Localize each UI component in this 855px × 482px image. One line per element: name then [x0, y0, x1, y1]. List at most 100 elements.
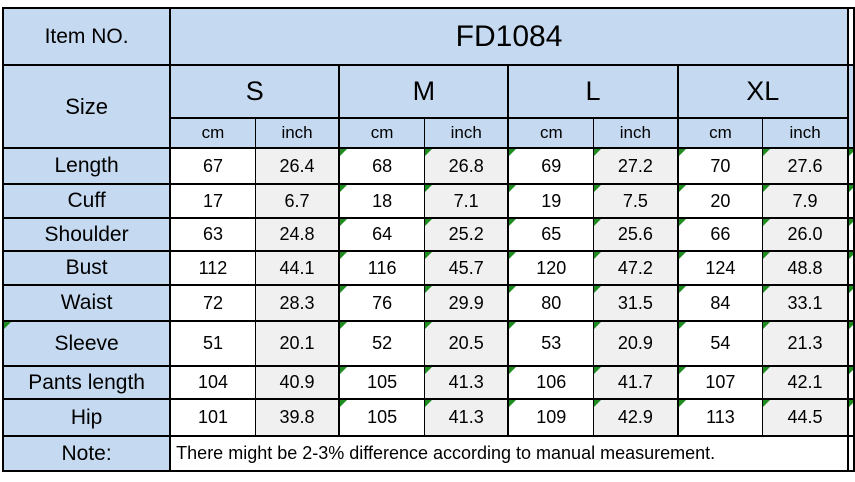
- green-corner-triangle-icon: [510, 286, 517, 293]
- measurement-row-length: Length 67 26.4 68 26.8 69 27.2 70 27.6: [2, 147, 855, 185]
- green-corner-triangle-icon: [510, 185, 517, 192]
- cell-hip-xl-inch: 44.5: [762, 398, 849, 437]
- cell-hip-xl-cm: 113: [676, 398, 764, 437]
- green-corner-triangle-icon: [4, 322, 11, 329]
- unit-header-l-cm: cm: [507, 117, 595, 149]
- cell-cuff-l-cm: 19: [507, 183, 595, 219]
- cell-bust-m-inch: 45.7: [423, 250, 509, 286]
- cell-length-xl-inch: 27.6: [762, 147, 849, 185]
- measurement-row-bust: Bust 112 44.1 116 45.7 120 47.2 124 48.8: [2, 250, 855, 286]
- green-corner-triangle-icon: [341, 185, 348, 192]
- cell-pants-length-xl-cm: 107: [676, 365, 764, 400]
- size-header-l: L: [507, 64, 679, 119]
- cell-waist-s-cm: 72: [169, 284, 256, 322]
- size-chart-table: Item NO. FD1084 Size S M L XL cm inch cm…: [2, 7, 855, 472]
- cell-shoulder-xl-inch: 26.0: [762, 217, 849, 252]
- unit-header-m-inch: inch: [423, 117, 509, 149]
- green-corner-triangle-icon: [341, 219, 348, 226]
- green-corner-triangle-icon: [425, 286, 432, 293]
- cell-shoulder-m-cm: 64: [338, 217, 425, 252]
- row-label-shoulder: Shoulder: [2, 217, 172, 252]
- item-row: Item NO. FD1084: [2, 7, 855, 66]
- cell-pants-length-l-inch: 41.7: [593, 365, 679, 400]
- cell-length-l-cm: 69: [507, 147, 595, 185]
- unit-header-s-inch: inch: [254, 117, 340, 149]
- cell-sleeve-l-cm: 53: [507, 320, 595, 367]
- cell-sleeve-s-inch: 20.1: [254, 320, 340, 367]
- edge-sliver-cell: [846, 365, 855, 400]
- edge-sliver-cell: [846, 398, 855, 437]
- cell-shoulder-l-inch: 25.6: [593, 217, 679, 252]
- cell-waist-m-cm: 76: [338, 284, 425, 322]
- cell-waist-l-cm: 80: [507, 284, 595, 322]
- cell-pants-length-s-inch: 40.9: [254, 365, 340, 400]
- green-corner-triangle-icon: [510, 400, 517, 407]
- edge-sliver-cell: [846, 217, 855, 252]
- green-corner-triangle-icon: [425, 322, 432, 329]
- size-header-xl: XL: [676, 64, 849, 119]
- green-corner-triangle-icon: [763, 185, 771, 192]
- green-corner-triangle-icon: [341, 149, 348, 156]
- cell-bust-s-inch: 44.1: [254, 250, 340, 286]
- row-label-length: Length: [2, 147, 172, 185]
- cell-hip-m-inch: 41.3: [423, 398, 509, 437]
- row-label-pants-length: Pants length: [2, 365, 172, 400]
- cell-bust-xl-cm: 124: [676, 250, 764, 286]
- cell-bust-l-inch: 47.2: [593, 250, 679, 286]
- note-text: There might be 2-3% difference according…: [169, 435, 849, 472]
- cell-pants-length-m-inch: 41.3: [423, 365, 509, 400]
- green-corner-triangle-icon: [510, 149, 517, 156]
- green-corner-triangle-icon: [763, 367, 771, 374]
- cell-cuff-m-inch: 7.1: [423, 183, 509, 219]
- green-corner-triangle-icon: [763, 400, 771, 407]
- green-corner-triangle-icon: [594, 185, 602, 192]
- cell-cuff-l-inch: 7.5: [593, 183, 679, 219]
- green-corner-triangle-icon: [763, 149, 771, 156]
- green-corner-triangle-icon: [763, 252, 771, 259]
- cell-sleeve-xl-cm: 54: [676, 320, 764, 367]
- green-corner-triangle-icon: [594, 149, 602, 156]
- cell-cuff-m-cm: 18: [338, 183, 425, 219]
- edge-sliver-cell: [846, 64, 855, 149]
- cell-hip-m-cm: 105: [338, 398, 425, 437]
- size-header-m: M: [338, 64, 509, 119]
- green-corner-triangle-icon: [510, 219, 517, 226]
- cell-hip-l-cm: 109: [507, 398, 595, 437]
- cell-length-m-cm: 68: [338, 147, 425, 185]
- cell-sleeve-m-cm: 52: [338, 320, 425, 367]
- cell-length-m-inch: 26.8: [423, 147, 509, 185]
- size-header-row: Size S M L XL: [2, 64, 855, 149]
- cell-sleeve-m-inch: 20.5: [423, 320, 509, 367]
- green-corner-triangle-icon: [341, 400, 348, 407]
- green-corner-triangle-icon: [679, 400, 686, 407]
- unit-header-xl-cm: cm: [676, 117, 764, 149]
- cell-waist-xl-inch: 33.1: [762, 284, 849, 322]
- green-corner-triangle-icon: [679, 219, 686, 226]
- green-corner-triangle-icon: [849, 185, 853, 192]
- cell-cuff-xl-cm: 20: [676, 183, 764, 219]
- green-corner-triangle-icon: [425, 400, 432, 407]
- cell-pants-length-l-cm: 106: [507, 365, 595, 400]
- green-corner-triangle-icon: [849, 286, 853, 293]
- green-corner-triangle-icon: [594, 286, 602, 293]
- cell-bust-m-cm: 116: [338, 250, 425, 286]
- edge-sliver-cell: [846, 284, 855, 322]
- cell-pants-length-s-cm: 104: [169, 365, 256, 400]
- size-label: Size: [2, 64, 172, 149]
- green-corner-triangle-icon: [510, 367, 517, 374]
- cell-shoulder-xl-cm: 66: [676, 217, 764, 252]
- edge-sliver-cell: [846, 250, 855, 286]
- green-corner-triangle-icon: [679, 286, 686, 293]
- green-corner-triangle-icon: [849, 400, 853, 407]
- cell-sleeve-xl-inch: 21.3: [762, 320, 849, 367]
- cell-length-l-inch: 27.2: [593, 147, 679, 185]
- green-corner-triangle-icon: [763, 286, 771, 293]
- edge-sliver-cell: [846, 320, 855, 367]
- row-label-hip: Hip: [2, 398, 172, 437]
- green-corner-triangle-icon: [341, 367, 348, 374]
- measurement-row-pants-length: Pants length 104 40.9 105 41.3 106 41.7 107 42.1: [2, 365, 855, 400]
- cell-cuff-s-inch: 6.7: [254, 183, 340, 219]
- edge-sliver-cell: [846, 435, 855, 472]
- cell-length-s-inch: 26.4: [254, 147, 340, 185]
- green-corner-triangle-icon: [594, 219, 602, 226]
